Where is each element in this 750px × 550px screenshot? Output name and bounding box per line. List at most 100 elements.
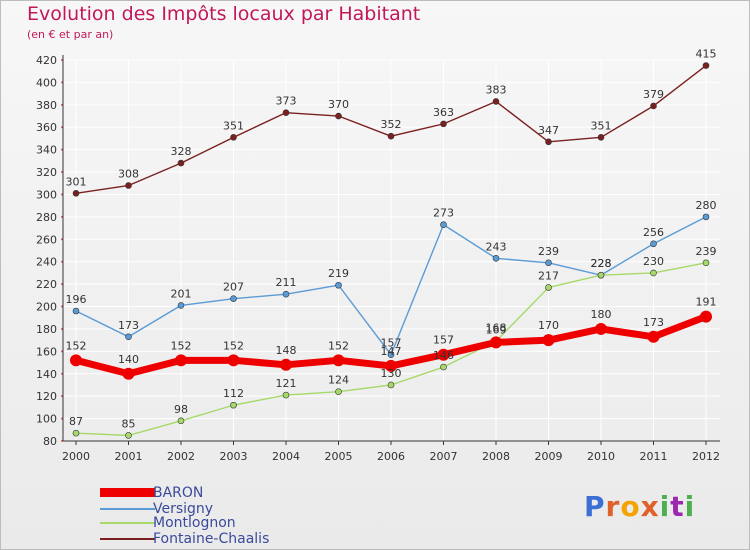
y-tick-label: 120: [36, 390, 57, 403]
data-label-montlognon: 121: [276, 377, 297, 390]
legend-swatch-fontaine-chaalis: [100, 537, 155, 540]
data-label-baron: 157: [433, 334, 454, 347]
data-label-versigny: 273: [433, 207, 454, 220]
data-label-fontaine-chaalis: 363: [433, 106, 454, 119]
data-point-baron: [490, 336, 502, 349]
data-label-versigny: 201: [171, 287, 192, 300]
data-label-versigny: 173: [118, 319, 139, 332]
y-tick-label: 240: [36, 256, 57, 269]
data-label-montlognon: 85: [122, 417, 136, 430]
data-point-montlognon: [597, 271, 605, 279]
data-point-fontaine-chaalis: [387, 132, 395, 140]
legend-item-baron: BARON: [100, 485, 203, 501]
logo-letter: P: [584, 490, 606, 523]
data-label-baron: 170: [538, 319, 559, 332]
data-label-baron: 147: [381, 345, 402, 358]
data-point-fontaine-chaalis: [125, 182, 132, 189]
data-point-versigny: [702, 213, 710, 221]
data-label-versigny: 207: [223, 281, 244, 294]
x-tick-label: 2003: [220, 450, 248, 463]
data-point-fontaine-chaalis: [72, 190, 80, 197]
data-point-montlognon: [282, 391, 290, 399]
y-tick-label: 160: [36, 345, 57, 358]
legend-item-fontaine-chaalis: Fontaine-Chaalis: [100, 530, 270, 547]
legend-label-montlognon: Montlognon: [153, 514, 236, 531]
y-tick-label: 180: [36, 323, 57, 336]
logo-letter: r: [605, 490, 621, 523]
data-labels: 301 308 328 351 373 370 352 363 383 347 351 379 415 1…: [66, 48, 717, 431]
data-point-baron: [175, 354, 187, 367]
y-tick-label: 260: [36, 233, 57, 246]
data-label-fontaine-chaalis: 370: [328, 98, 349, 111]
data-point-baron: [332, 354, 345, 367]
data-label-montlognon: 230: [643, 255, 664, 268]
data-label-fontaine-chaalis: 347: [538, 124, 559, 137]
data-label-versigny: 256: [643, 226, 664, 239]
data-point-fontaine-chaalis: [335, 112, 342, 120]
legend-item-versigny: Versigny: [100, 500, 214, 517]
legend-swatch-versigny: [100, 507, 155, 510]
data-label-fontaine-chaalis: 351: [591, 119, 612, 132]
data-label-baron: 173: [643, 316, 664, 329]
x-tick-label: 2008: [482, 450, 510, 463]
data-label-versigny: 211: [276, 276, 297, 289]
data-label-versigny: 196: [66, 293, 87, 306]
y-tick-label: 320: [36, 166, 57, 179]
data-label-versigny: 228: [591, 257, 612, 270]
data-label-fontaine-chaalis: 301: [66, 175, 87, 188]
legend-label-fontaine-chaalis: Fontaine-Chaalis: [153, 530, 270, 547]
data-point-montlognon: [440, 363, 447, 371]
x-tick-label: 2002: [167, 450, 195, 463]
data-point-versigny: [650, 240, 657, 248]
data-point-versigny: [545, 259, 552, 267]
logo-letter: t: [670, 490, 685, 523]
x-tick-label: 2011: [640, 450, 668, 463]
y-tick-label: 280: [36, 211, 57, 224]
data-point-versigny: [72, 307, 80, 315]
y-tick-label: 340: [36, 144, 57, 157]
data-point-baron: [700, 310, 712, 323]
x-tick-label: 2004: [272, 450, 300, 463]
data-label-versigny: 219: [328, 267, 349, 280]
legend-label-versigny: Versigny: [153, 500, 214, 517]
data-label-fontaine-chaalis: 415: [696, 48, 717, 61]
data-label-versigny: 239: [538, 245, 559, 258]
data-label-montlognon: 169: [486, 323, 507, 336]
data-label-montlognon: 239: [696, 245, 717, 258]
data-label-montlognon: 146: [433, 349, 454, 362]
data-label-baron: 152: [171, 339, 192, 352]
data-point-baron: [280, 358, 292, 371]
data-label-baron: 148: [276, 344, 297, 357]
data-point-baron: [437, 348, 450, 361]
data-point-montlognon: [702, 259, 710, 267]
logo-letter: x: [640, 490, 660, 523]
axes: 80 100 120 140 160 180 200 220 240 260 280 300 320 34…: [36, 54, 720, 463]
data-label-baron: 140: [118, 353, 139, 366]
data-label-baron: 152: [223, 339, 244, 352]
data-label-montlognon: 217: [538, 269, 559, 282]
data-point-fontaine-chaalis: [282, 109, 290, 116]
data-point-versigny: [125, 333, 132, 341]
data-label-montlognon: 87: [69, 415, 83, 428]
y-tick-label: 100: [36, 413, 57, 426]
y-tick-label: 200: [36, 301, 57, 314]
data-point-fontaine-chaalis: [597, 134, 605, 141]
logo-letter: i: [684, 490, 696, 523]
data-label-fontaine-chaalis: 352: [381, 118, 402, 131]
data-label-versigny: 157: [381, 337, 402, 350]
data-point-montlognon: [650, 269, 657, 277]
data-label-fontaine-chaalis: 328: [171, 145, 192, 158]
data-point-baron: [595, 322, 607, 335]
data-label-montlognon: 98: [174, 403, 188, 416]
data-label-versigny: 280: [696, 199, 717, 212]
x-tick-label: 2005: [325, 450, 353, 463]
data-point-montlognon: [545, 284, 552, 291]
data-point-fontaine-chaalis: [492, 98, 500, 105]
logo-letter: o: [620, 490, 641, 523]
data-point-versigny: [492, 255, 500, 262]
data-label-fontaine-chaalis: 373: [276, 95, 297, 108]
data-point-fontaine-chaalis: [545, 138, 552, 146]
logo-letter: i: [659, 490, 671, 523]
x-tick-label: 2009: [535, 450, 563, 463]
data-label-baron: 180: [591, 308, 612, 321]
